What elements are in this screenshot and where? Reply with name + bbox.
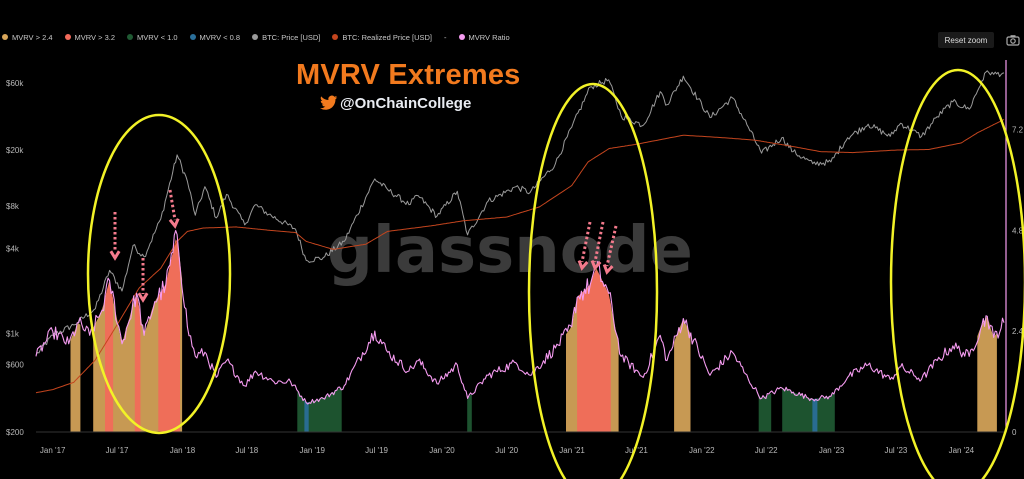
- y-left-tick-label: $600: [6, 361, 24, 370]
- legend-dot-icon: [252, 34, 259, 40]
- legend-dot-icon: [332, 34, 339, 40]
- x-tick-label: Jul '19: [365, 446, 388, 455]
- legend-item[interactable]: MVRV Ratio: [458, 32, 510, 42]
- y-right-tick-label: 2.4: [1012, 327, 1024, 336]
- y-right-tick-label: 0: [1012, 428, 1017, 437]
- arrow-head-icon: [168, 218, 180, 229]
- legend-item[interactable]: MVRV < 1.0: [127, 33, 178, 42]
- x-tick-label: Jan '20: [429, 446, 455, 455]
- zone-bar: [577, 269, 611, 432]
- legend-item[interactable]: MVRV < 0.8: [189, 32, 241, 42]
- arrow-head-icon: [137, 292, 149, 303]
- legend-item[interactable]: -: [444, 33, 447, 42]
- arrow-head-icon: [577, 260, 589, 271]
- legend-label: MVRV < 0.8: [199, 32, 241, 42]
- zone-bar: [812, 398, 818, 432]
- x-tick-label: Jul '18: [235, 446, 258, 455]
- x-tick-label: Jan '21: [559, 446, 585, 455]
- y-right-tick-label: 4.8: [1012, 226, 1024, 235]
- zone-bar: [674, 320, 691, 432]
- legend: MVRV > 2.4 MVRV > 3.2 MVRV < 1.0 MVRV < 0.8…: [2, 30, 510, 44]
- zone-bar: [782, 388, 835, 432]
- series-line: [35, 118, 1005, 394]
- twitter-bird-icon: [320, 95, 338, 110]
- legend-item[interactable]: BTC: Price [USD]: [252, 33, 320, 42]
- y-left-tick-label: $1k: [6, 329, 20, 338]
- x-tick-label: Jan '19: [299, 446, 325, 455]
- x-tick-label: Jan '22: [689, 446, 715, 455]
- legend-item[interactable]: BTC: Realized Price [USD]: [332, 33, 432, 42]
- x-tick-label: Jul '21: [625, 446, 648, 455]
- legend-dot-icon: [64, 34, 71, 40]
- highlight-ellipse: [889, 68, 1024, 479]
- y-left-tick-label: $200: [6, 428, 24, 437]
- y-left-tick-label: $8k: [6, 202, 20, 211]
- zone-bar: [134, 294, 141, 432]
- author-handle: @OnChainCollege: [340, 95, 472, 112]
- down-arrow-icon: [580, 221, 592, 263]
- arrow-head-icon: [602, 263, 614, 275]
- zone-bar: [158, 239, 180, 432]
- x-tick-label: Jul '17: [106, 446, 129, 455]
- y-left-tick-label: $20k: [6, 146, 24, 155]
- legend-label: BTC: Realized Price [USD]: [342, 32, 433, 42]
- arrow-head-icon: [109, 250, 121, 261]
- legend-item[interactable]: MVRV > 2.4: [2, 33, 53, 42]
- legend-label: -: [444, 32, 447, 42]
- zone-bar: [758, 393, 772, 432]
- legend-dot-icon: [458, 34, 465, 40]
- legend-dot-icon: [127, 34, 134, 40]
- zone-bar: [70, 323, 81, 432]
- zone-bar: [297, 387, 342, 432]
- x-tick-label: Jul '22: [755, 446, 778, 455]
- legend-label: MVRV > 3.2: [74, 32, 116, 42]
- down-arrow-icon: [168, 189, 177, 221]
- y-left-tick-label: $60k: [6, 79, 24, 88]
- legend-dot-icon: [2, 34, 8, 40]
- reset-zoom-button[interactable]: Reset zoom: [938, 32, 994, 48]
- legend-label: MVRV > 2.4: [12, 32, 53, 42]
- y-left-tick-label: $4k: [6, 245, 20, 254]
- legend-label: BTC: Price [USD]: [262, 32, 321, 42]
- x-tick-label: Jan '24: [949, 446, 975, 455]
- x-tick-label: Jan '18: [170, 446, 196, 455]
- legend-label: MVRV Ratio: [468, 32, 510, 42]
- series-line: [35, 70, 1005, 356]
- chart-title: MVRV Extremes: [296, 59, 521, 91]
- x-tick-label: Jan '23: [819, 446, 845, 455]
- legend-item[interactable]: MVRV > 3.2: [64, 32, 116, 42]
- down-arrow-icon: [593, 221, 605, 263]
- legend-label: MVRV < 1.0: [137, 32, 178, 42]
- legend-dot-icon: [189, 34, 196, 40]
- watermark-text: glassnode: [327, 214, 693, 288]
- x-tick-label: Jul '20: [495, 446, 518, 455]
- series-line: [35, 229, 1005, 405]
- y-right-tick-label: 7.2: [1012, 125, 1024, 134]
- arrow-head-icon: [590, 260, 602, 271]
- highlight-ellipse: [86, 113, 232, 435]
- zone-bar: [105, 282, 114, 432]
- camera-button[interactable]: [1005, 32, 1021, 48]
- x-tick-label: Jan '17: [40, 446, 66, 455]
- down-arrow-icon: [605, 225, 618, 267]
- camera-icon: [1006, 35, 1020, 46]
- highlight-ellipse: [527, 82, 659, 479]
- zone-bar: [304, 400, 309, 432]
- zone-bar: [467, 393, 472, 432]
- x-tick-label: Jul '23: [884, 446, 907, 455]
- zone-bar: [977, 316, 997, 432]
